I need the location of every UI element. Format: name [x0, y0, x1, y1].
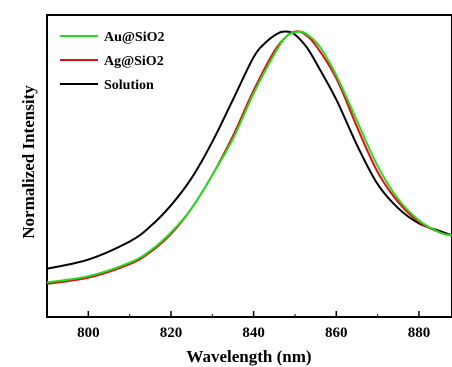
x-tick-label: 880 — [408, 325, 431, 341]
legend-label: Au@SiO2 — [104, 30, 164, 45]
x-tick-label: 800 — [77, 325, 100, 341]
legend-label: Ag@SiO2 — [104, 54, 164, 69]
series-line-solution — [46, 30, 452, 270]
x-tick-label: 820 — [160, 325, 183, 341]
x-tick-label: 840 — [242, 325, 265, 341]
x-tick-label: 860 — [325, 325, 348, 341]
series-lines — [46, 30, 452, 285]
legend: Au@SiO2 Ag@SiO2 Solution — [60, 30, 164, 93]
y-axis-title: Normalized Intensity — [19, 85, 38, 239]
series-line-ag-sio2 — [46, 30, 452, 285]
x-ticks: 800 820 840 860 880 — [46, 311, 431, 341]
legend-label: Solution — [104, 78, 154, 93]
series-line-au-sio2 — [46, 30, 452, 284]
x-axis-title: Wavelength (nm) — [186, 347, 311, 366]
plot-frame — [46, 14, 452, 318]
